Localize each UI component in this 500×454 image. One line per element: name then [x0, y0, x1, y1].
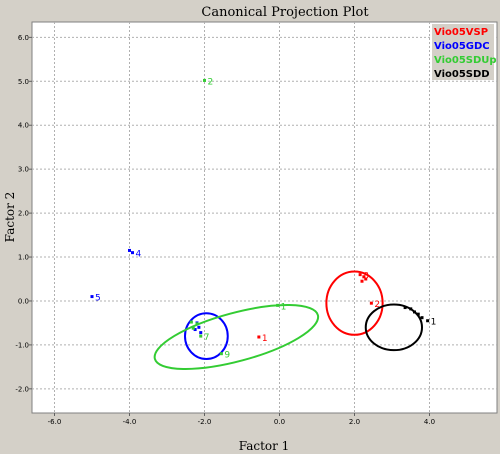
ellipse-vio05sdd: [364, 303, 423, 352]
point-vio05sdup: [195, 322, 199, 326]
point-vio05gdc: [193, 328, 197, 332]
point-label-vio05vsp: 1: [262, 334, 268, 344]
y-tick-label: 6.0: [18, 34, 29, 42]
point-vio05vsp: [369, 301, 373, 305]
y-tick-label: 5.0: [18, 78, 29, 86]
point-label-vio05gdc: 5: [95, 294, 101, 304]
ellipse-vio05gdc: [184, 312, 229, 360]
x-tick-label: 4.0: [424, 418, 435, 426]
point-label-vio05sdup: 1: [281, 302, 287, 312]
y-tick-label: -1.0: [15, 341, 29, 349]
point-label-vio05sdd: 1: [431, 318, 437, 328]
legend-bg-vio05gdc: [432, 38, 494, 52]
point-label-vio05vsp: 8: [363, 272, 369, 282]
point-vio05sdd: [403, 306, 407, 310]
point-vio05sdd: [409, 307, 413, 311]
legend: Vio05VSP Vio05GDC Vio05SDUp Vio05SDD: [432, 24, 497, 80]
point-label-vio05gdc: 4: [136, 250, 142, 260]
x-axis-label: Factor 1: [239, 439, 290, 453]
legend-bg-vio05sdup: [432, 52, 494, 66]
point-vio05sdup: [276, 303, 280, 307]
point-label-vio05vsp: 2: [374, 300, 380, 310]
ellipse-vio05sdup: [153, 304, 320, 370]
legend-bg-vio05vsp: [432, 24, 494, 38]
y-tick-label: 2.0: [18, 210, 29, 218]
point-label-vio05sdup: 7: [204, 333, 210, 343]
y-tick-label: 3.0: [18, 166, 29, 174]
point-vio05vsp: [358, 273, 362, 277]
x-tick-label: -2.0: [198, 418, 212, 426]
legend-entry-vio05gdc: Vio05GDC: [434, 41, 490, 52]
point-vio05sdup: [189, 320, 193, 324]
point-vio05sdd: [420, 316, 424, 320]
y-tick-label: -2.0: [15, 385, 29, 393]
point-vio05sdd: [416, 312, 420, 316]
x-tick-label: 0.0: [274, 418, 285, 426]
x-tick-label: 2.0: [349, 418, 360, 426]
point-vio05sdup: [191, 326, 195, 330]
point-vio05vsp: [257, 335, 261, 339]
point-vio05vsp: [360, 279, 364, 283]
legend-entry-vio05sdup: Vio05SDUp: [434, 55, 497, 66]
point-label-vio05sdup: 2: [208, 77, 214, 87]
point-vio05vsp: [364, 277, 368, 281]
point-vio05vsp: [362, 275, 366, 279]
legend-bg-vio05sdd: [432, 66, 494, 80]
legend-entry-vio05sdd: Vio05SDD: [434, 69, 490, 80]
chart-title: Canonical Projection Plot: [201, 5, 369, 20]
point-vio05sdd: [426, 319, 430, 323]
y-axis-label: Factor 2: [3, 192, 17, 243]
x-tick-label: -4.0: [123, 418, 137, 426]
ellipse-vio05vsp: [325, 270, 384, 336]
point-vio05gdc: [197, 325, 201, 329]
point-label-vio05sdup: 9: [224, 351, 230, 361]
point-vio05gdc: [131, 251, 134, 255]
point-vio05sdup: [199, 334, 203, 338]
y-tick-label: 1.0: [18, 254, 29, 262]
y-tick-label: 0.0: [18, 297, 29, 305]
y-tick-label: 4.0: [18, 122, 29, 130]
point-vio05gdc: [90, 295, 94, 299]
tick-labels: -6.0 -4.0 -2.0 0.0 2.0 4.0 -2.0 -1.0 0.0 1.0 2.0 3.…: [15, 34, 435, 426]
point-vio05gdc: [128, 248, 131, 252]
point-vio05sdup: [219, 352, 223, 356]
x-tick-label: -6.0: [48, 418, 62, 426]
plot-area: [31, 21, 498, 414]
data-points: 8 2 1 4 5 2 1 9 7 1: [90, 77, 437, 361]
point-vio05gdc: [199, 331, 203, 335]
confidence-ellipses: [153, 270, 423, 370]
point-vio05sdup: [203, 78, 206, 82]
grid-lines: [29, 22, 497, 416]
point-vio05sdd: [413, 310, 416, 314]
legend-entry-vio05vsp: Vio05VSP: [434, 27, 488, 38]
